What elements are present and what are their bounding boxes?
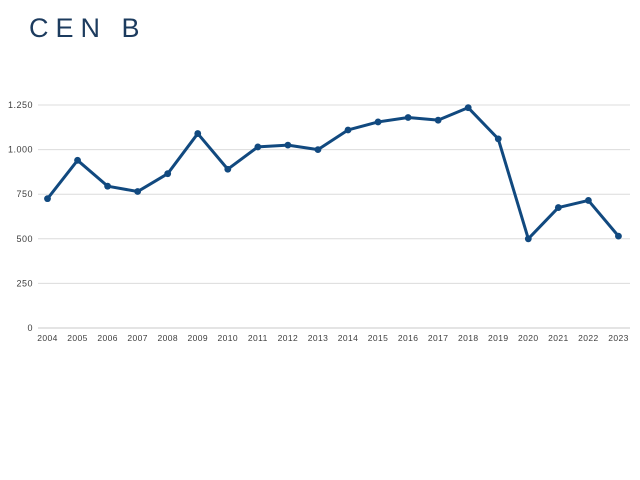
y-tick-label: 500	[16, 234, 33, 244]
data-point	[554, 204, 562, 211]
data-point	[254, 143, 262, 151]
x-tick-label: 2012	[278, 333, 299, 343]
y-tick-label: 1.000	[8, 145, 33, 155]
data-point	[104, 182, 111, 190]
data-point	[344, 126, 352, 134]
data-point	[194, 130, 202, 137]
x-tick-label: 2011	[248, 333, 268, 343]
x-tick-label: 2019	[488, 333, 509, 343]
data-line	[46, 106, 620, 241]
data-point	[464, 104, 472, 112]
x-tick-label: 2009	[187, 333, 208, 343]
x-tick-label: 2023	[608, 333, 629, 343]
x-tick-label: 2016	[398, 333, 419, 343]
x-tick-label: 2013	[308, 333, 329, 343]
data-point	[494, 135, 502, 143]
y-tick-label: 1.250	[8, 100, 33, 110]
chart-title: CEN B	[29, 13, 147, 43]
data-point	[374, 118, 382, 126]
data-point	[615, 232, 622, 240]
x-tick-label: 2015	[368, 333, 389, 343]
data-point	[524, 235, 532, 243]
x-tick-label: 2018	[458, 333, 479, 343]
data-point	[44, 195, 51, 203]
x-tick-label: 2010	[218, 333, 239, 343]
x-tick-label: 2006	[97, 333, 118, 343]
y-tick-label: 0	[27, 323, 33, 333]
x-tick-label: 2021	[548, 333, 569, 343]
x-tick-label: 2005	[67, 333, 88, 343]
x-tick-label: 2014	[338, 333, 359, 343]
y-tick-label: 250	[16, 278, 33, 288]
x-tick-label: 2022	[578, 333, 599, 343]
y-tick-label: 750	[16, 189, 33, 199]
data-point	[224, 165, 232, 173]
data-point	[74, 156, 81, 164]
data-point	[134, 188, 142, 195]
data-point	[585, 197, 592, 204]
data-point	[284, 141, 292, 149]
x-tick-label: 2017	[428, 333, 449, 343]
x-tick-label: 2007	[127, 333, 148, 343]
data-point	[164, 170, 172, 178]
data-point	[434, 116, 442, 124]
data-point	[314, 146, 322, 154]
x-tick-label: 2004	[37, 333, 58, 343]
data-point	[404, 114, 412, 121]
x-tick-label: 2020	[518, 333, 539, 343]
x-tick-label: 2008	[157, 333, 178, 343]
